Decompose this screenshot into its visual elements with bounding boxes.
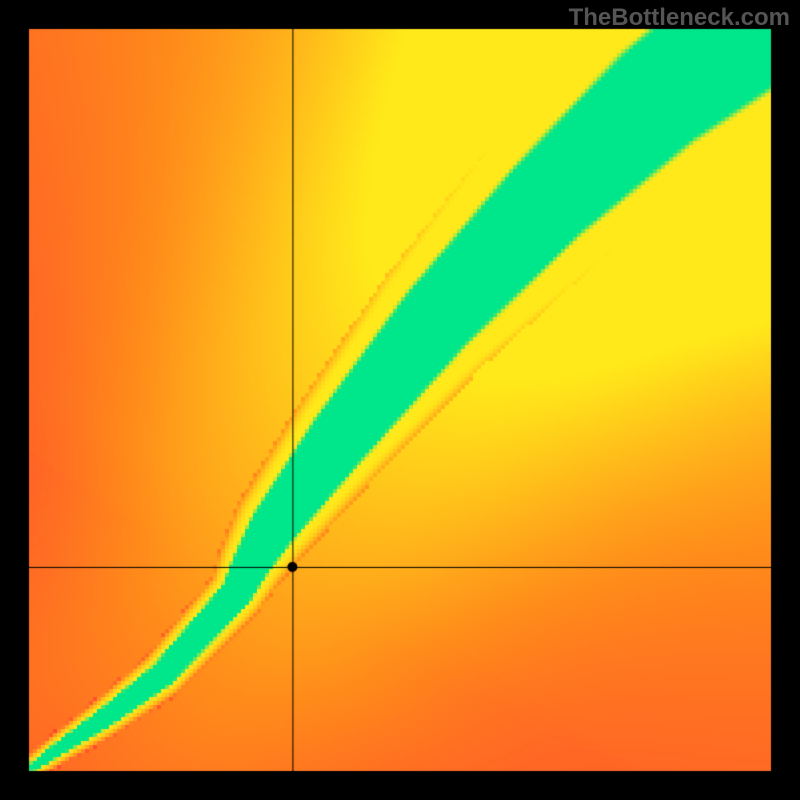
watermark-text: TheBottleneck.com [569, 4, 790, 32]
chart-container: TheBottleneck.com [0, 0, 800, 800]
heatmap-canvas [0, 0, 800, 800]
